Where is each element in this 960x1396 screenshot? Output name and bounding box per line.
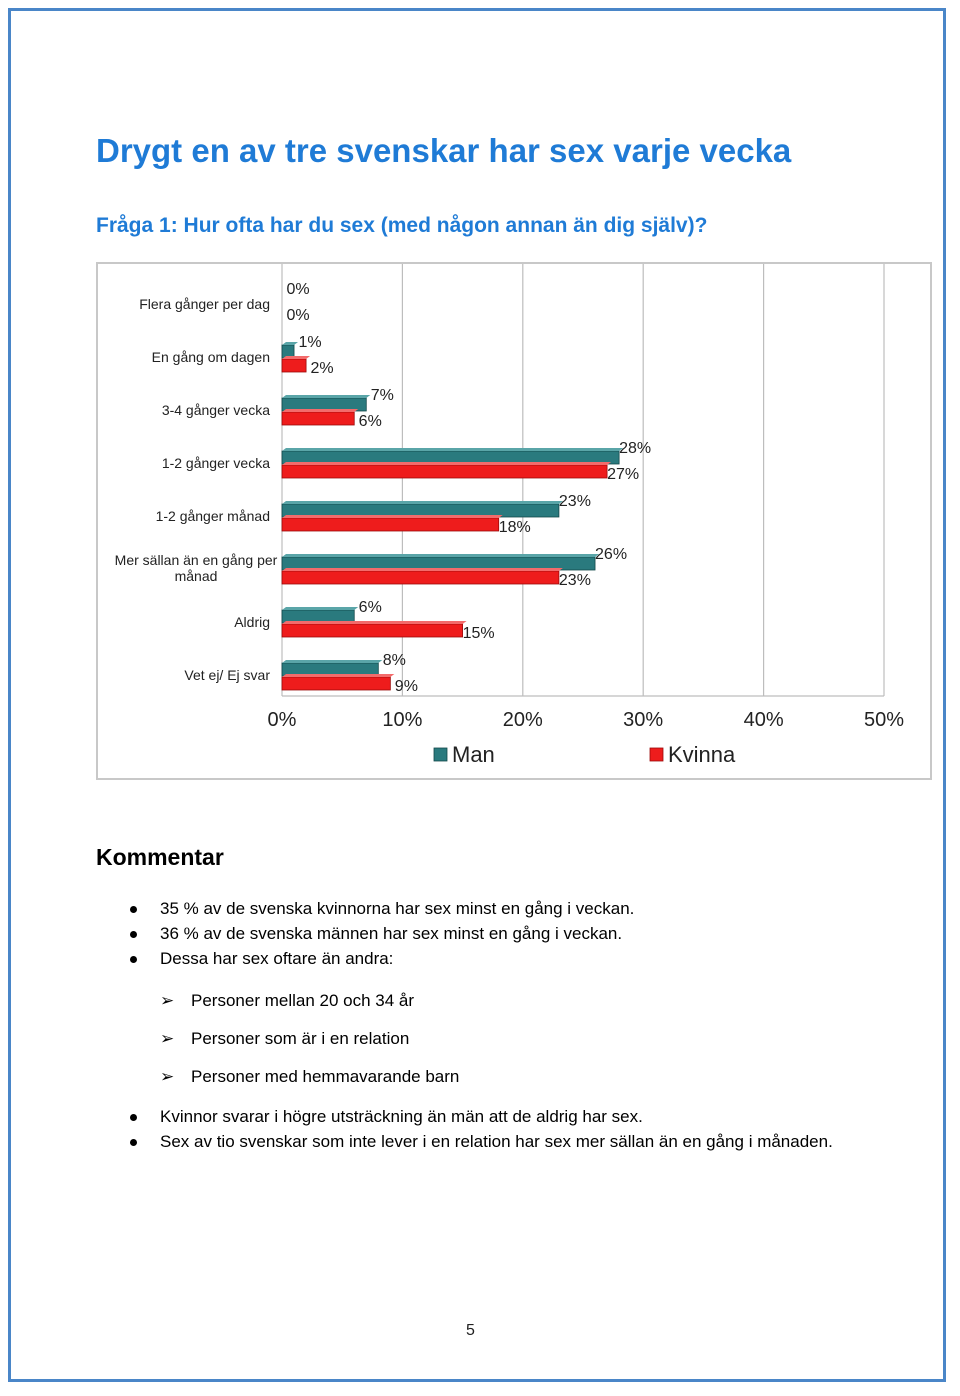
bullet-icon [130, 931, 137, 938]
category-label: En gång om dagen [152, 349, 270, 365]
bullet-icon [130, 1139, 137, 1146]
sub-bullet-text: Personer mellan 20 och 34 år [191, 991, 415, 1010]
value-label: 7% [371, 387, 394, 404]
bullet-icon [130, 906, 137, 913]
value-label: 0% [286, 307, 309, 324]
value-label: 27% [607, 466, 639, 483]
value-label: 0% [286, 281, 309, 298]
bar-top-face [282, 356, 311, 359]
comment-bullet-list: 35 % av de svenska kvinnorna har sex min… [126, 896, 886, 971]
list-item: ➢ Personer med hemmavarande barn [160, 1064, 459, 1102]
value-label: 23% [559, 493, 591, 510]
arrow-bullet-icon: ➢ [160, 991, 175, 1010]
bullet-text: Kvinnor svarar i högre utsträckning än m… [160, 1107, 643, 1126]
bar-top-face [282, 568, 563, 571]
kvinna-bar [281, 358, 307, 373]
list-item: Dessa har sex oftare än andra: [126, 946, 886, 971]
value-label: 2% [311, 360, 334, 377]
bar-top-face [282, 501, 563, 504]
value-label: 26% [595, 546, 627, 563]
bullet-text: Dessa har sex oftare än andra: [160, 949, 394, 968]
arrow-bullet-icon: ➢ [160, 1029, 175, 1048]
page-number: 5 [466, 1322, 475, 1339]
x-tick-label: 50% [864, 709, 904, 731]
value-label: 18% [499, 519, 531, 536]
chart-frame: 0% 10% 20% 30% 40% 50% Flera gånger per dag En … [96, 262, 932, 780]
kvinna-bar [281, 517, 500, 532]
arrow-bullet-icon: ➢ [160, 1067, 175, 1086]
bar-top-face [282, 621, 467, 624]
category-label-line: månad [175, 568, 218, 584]
kvinna-bar [281, 676, 391, 691]
page-title: Drygt en av tre svenskar har sex varje v… [96, 132, 792, 169]
kvinna-bar [281, 623, 464, 638]
legend-swatch [433, 747, 448, 762]
bar-top-face [282, 674, 395, 677]
category-label: 1-2 gånger månad [156, 508, 270, 524]
category-label: 1-2 gånger vecka [162, 455, 270, 471]
kvinna-bar [281, 464, 608, 479]
bar-top-face [282, 660, 383, 663]
bar-top-face [282, 554, 600, 557]
bullet-icon [130, 956, 137, 963]
value-label: 9% [395, 678, 418, 695]
list-item: 35 % av de svenska kvinnorna har sex min… [126, 896, 886, 921]
legend-label: Kvinna [668, 742, 736, 767]
category-label: Flera gånger per dag [139, 296, 270, 312]
x-tick-label: 20% [503, 709, 543, 731]
page-border [8, 8, 946, 1382]
x-tick-label: 40% [744, 709, 784, 731]
value-label: 6% [359, 599, 382, 616]
bullet-text: Sex av tio svenskar som inte lever i en … [160, 1132, 833, 1151]
category-label: Mer sällan än en gång per månad [115, 552, 278, 584]
value-label: 6% [359, 413, 382, 430]
bar-top-face [282, 462, 612, 465]
bar-chart: 0% 10% 20% 30% 40% 50% Flera gånger per dag En … [115, 264, 904, 767]
value-label: 23% [559, 572, 591, 589]
x-tick-label: 30% [623, 709, 663, 731]
kvinna-bar [281, 411, 355, 426]
sub-bullet-text: Personer med hemmavarande barn [191, 1067, 460, 1086]
bar-top-face [282, 607, 359, 610]
category-label-line: Mer sällan än en gång per [115, 552, 278, 568]
value-label: 28% [619, 440, 651, 457]
question-text: Fråga 1: Hur ofta har du sex (med någon … [96, 214, 708, 237]
x-tick-label: 10% [382, 709, 422, 731]
list-item: Sex av tio svenskar som inte lever i en … [126, 1129, 886, 1154]
bar-top-face [282, 395, 371, 398]
x-tick-label: 0% [268, 709, 297, 731]
list-item: 36 % av de svenska männen har sex minst … [126, 921, 886, 946]
sub-bullet-text: Personer som är i en relation [191, 1029, 410, 1048]
category-label: 3-4 gånger vecka [162, 402, 270, 418]
bullet-text: 35 % av de svenska kvinnorna har sex min… [160, 899, 635, 918]
list-item: ➢ Personer som är i en relation [160, 1026, 459, 1064]
bullet-icon [130, 1114, 137, 1121]
category-label: Vet ej/ Ej svar [184, 667, 270, 683]
value-label: 1% [298, 334, 321, 351]
comment-heading: Kommentar [96, 844, 224, 870]
kvinna-bar [281, 570, 560, 585]
bar-top-face [282, 409, 359, 412]
value-label: 15% [463, 625, 495, 642]
legend-swatch [649, 747, 664, 762]
bar-top-face [282, 515, 503, 518]
legend-label: Man [452, 742, 495, 767]
comment-bullet-list-2: Kvinnor svarar i högre utsträckning än m… [126, 1104, 886, 1154]
list-item: ➢ Personer mellan 20 och 34 år [160, 988, 459, 1026]
bullet-text: 36 % av de svenska männen har sex minst … [160, 924, 623, 943]
category-label: Aldrig [234, 614, 270, 630]
value-label: 8% [383, 652, 406, 669]
bar-top-face [282, 448, 624, 451]
sub-bullet-list: ➢ Personer mellan 20 och 34 år ➢ Personer … [160, 988, 459, 1102]
list-item: Kvinnor svarar i högre utsträckning än m… [126, 1104, 886, 1129]
bar-top-face [282, 342, 299, 345]
